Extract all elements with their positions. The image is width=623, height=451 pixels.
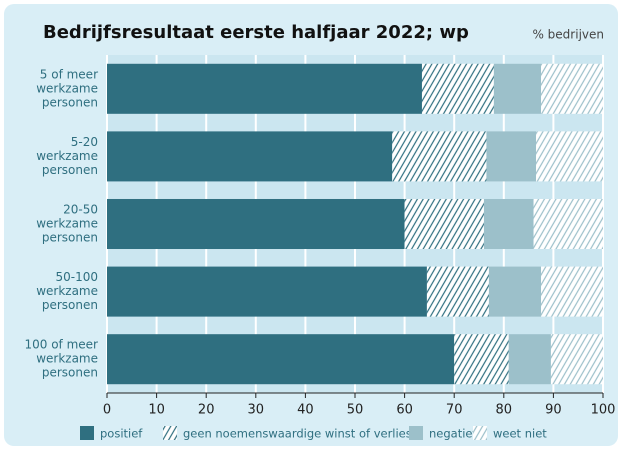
bar-segment: [426, 266, 489, 317]
y-tick-label: 20-50: [63, 203, 98, 217]
bar-segment: [454, 334, 509, 385]
y-tick-label: werkzame: [36, 217, 98, 231]
x-tick-label: 40: [297, 403, 314, 418]
x-tick-label: 10: [148, 403, 165, 418]
legend-swatch: [409, 426, 423, 440]
y-tick-label: werkzame: [36, 284, 98, 298]
legend-swatch: [473, 426, 487, 440]
legend-label: positief: [100, 427, 143, 441]
legend-label: geen noemenswaardige winst of verlies: [183, 427, 412, 441]
legend-swatch: [80, 426, 94, 440]
bar-segment: [404, 198, 484, 250]
y-tick-label: werkzame: [36, 81, 98, 95]
chart-title: Bedrijfsresultaat eerste halfjaar 2022; …: [43, 22, 469, 43]
x-tick-label: 80: [496, 403, 513, 418]
bar-segment: [533, 198, 603, 250]
bar-segment: [107, 334, 455, 385]
bar-segment: [421, 63, 494, 114]
x-tick-label: 60: [396, 403, 413, 418]
legend-swatch: [163, 426, 177, 440]
bar-segment: [483, 198, 534, 250]
y-tick-label: werkzame: [36, 352, 98, 366]
legend-label: negatief: [429, 427, 477, 441]
x-tick-label: 20: [198, 403, 215, 418]
y-tick-label: personen: [42, 163, 98, 177]
y-tick-label: 50-100: [55, 270, 98, 284]
y-tick-label: personen: [42, 366, 98, 380]
y-tick-label: 5-20: [71, 135, 98, 149]
bar-segment: [486, 131, 537, 182]
bar-segment: [107, 131, 393, 182]
bar-segment: [541, 266, 603, 317]
x-tick-label: 50: [347, 403, 364, 418]
bar-segment: [392, 131, 487, 182]
bar-segment: [550, 334, 603, 385]
y-tick-label: personen: [42, 231, 98, 245]
x-tick-label: 0: [103, 403, 111, 418]
y-tick-label: 5 of meer: [40, 67, 98, 81]
legend-label: weet niet: [493, 427, 547, 441]
y-tick-label: personen: [42, 95, 98, 109]
y-tick-label: werkzame: [36, 149, 98, 163]
bar-segment: [107, 63, 422, 114]
bar-segment: [107, 266, 427, 317]
x-tick-label: 70: [446, 403, 463, 418]
bar-segment: [536, 131, 603, 182]
x-tick-label: 90: [545, 403, 562, 418]
bar-segment: [107, 198, 405, 250]
x-tick-label: 100: [591, 403, 616, 418]
unit-label: % bedrijven: [532, 28, 604, 42]
bar-segment: [541, 63, 603, 114]
bar-segment: [493, 63, 541, 114]
bar-segment: [488, 266, 541, 317]
x-tick-label: 30: [248, 403, 265, 418]
bar-segment: [508, 334, 551, 385]
y-tick-label: personen: [42, 298, 98, 312]
y-tick-label: 100 of meer: [25, 338, 99, 352]
